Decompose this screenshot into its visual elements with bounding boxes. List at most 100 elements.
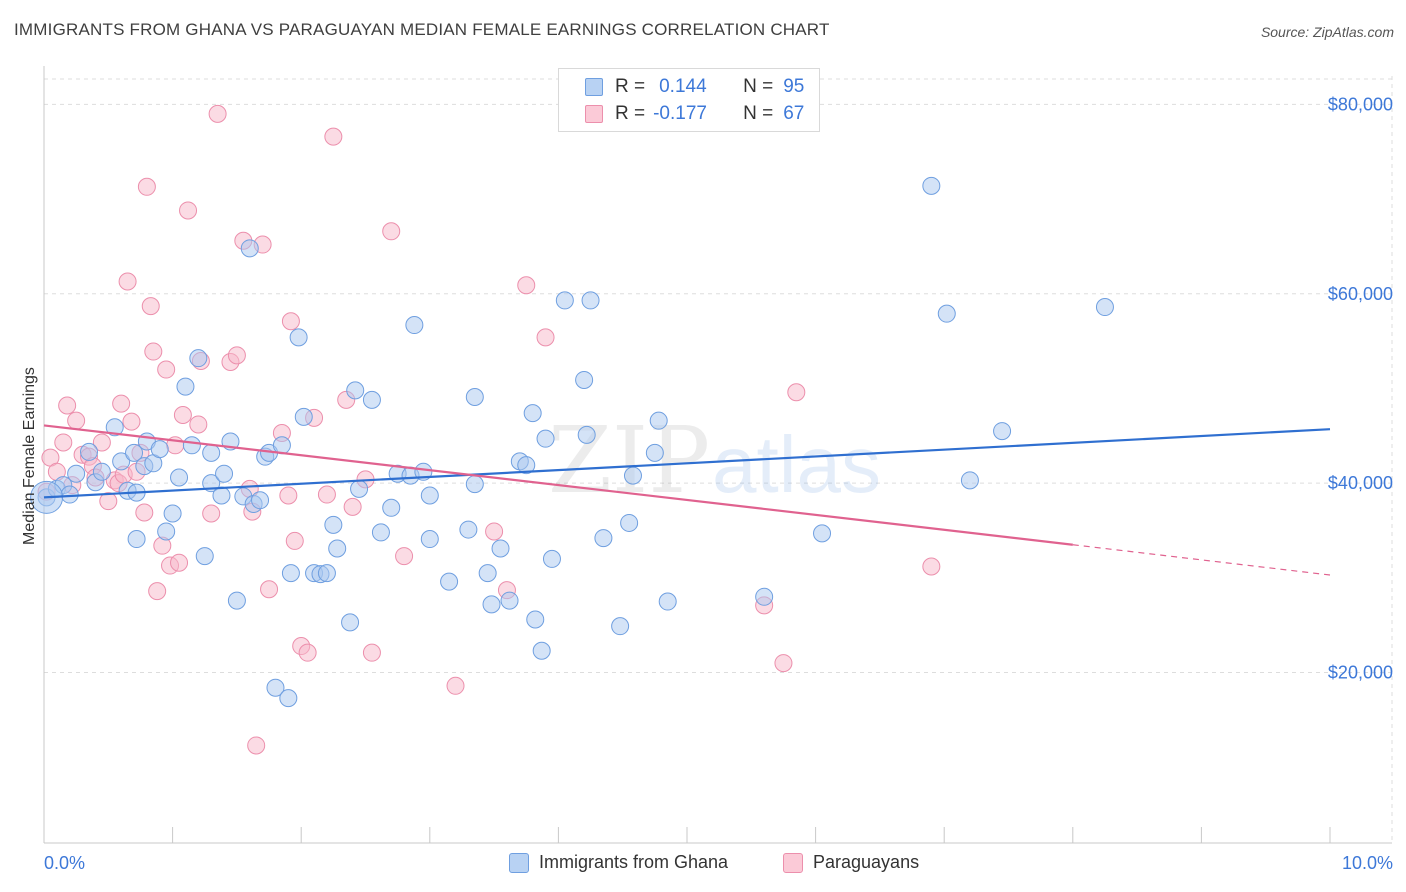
paraguayans-point: [58, 396, 77, 415]
ghana-point: [555, 291, 574, 310]
n-label: N =: [743, 103, 774, 124]
ghana-point: [251, 491, 270, 510]
paraguayans-trend-line: [43, 424, 1073, 546]
ghana-point: [362, 390, 381, 409]
paraguayans-point: [148, 582, 167, 601]
ghana-point: [195, 547, 214, 566]
ghana-point: [266, 678, 285, 697]
ghana-point: [420, 530, 439, 549]
ghana-point: [294, 407, 313, 426]
tick-labels: $20,000 $40,000 $60,000 $80,000 0.0% 10.0%: [44, 94, 1393, 873]
ghana-point: [526, 610, 545, 629]
y-tick-label: $20,000: [1328, 663, 1393, 683]
paraguayans-point: [112, 394, 131, 413]
paraguayans-point: [227, 346, 246, 365]
y-tick-label: $40,000: [1328, 473, 1393, 493]
paraguayans-point: [517, 276, 536, 295]
paraguayans-trend-extension: [1072, 544, 1331, 576]
trend-lines: [43, 424, 1331, 576]
ghana-point: [1095, 298, 1114, 317]
r-value: -0.177: [653, 103, 707, 124]
paraguayans-point: [157, 360, 176, 379]
ghana-point: [623, 466, 642, 485]
ghana-point: [575, 370, 594, 389]
ghana-point: [465, 388, 484, 407]
ghana-point: [960, 471, 979, 490]
paraguayans-point: [382, 222, 401, 241]
ghana-point: [324, 515, 343, 534]
watermark: ZIP atlas: [548, 407, 881, 514]
ghana-point: [465, 475, 484, 494]
ghana-legend-label: Immigrants from Ghana: [539, 852, 729, 872]
ghana-point: [328, 539, 347, 558]
paraguayans-point: [179, 201, 198, 220]
paraguayans-point: [324, 127, 343, 146]
legend-item-ghana: Immigrants from Ghana: [509, 852, 728, 873]
paraguayans-point: [118, 272, 137, 291]
paraguayans-point: [189, 415, 208, 434]
paraguayans-point: [317, 485, 336, 504]
ghana-point: [594, 529, 613, 548]
paraguayans-point: [170, 553, 189, 572]
correlation-legend: R = 0.144 N = 95 R = -0.177 N = 67: [558, 68, 820, 132]
ghana-point: [127, 530, 146, 549]
ghana-point: [536, 429, 555, 448]
ghana-points: [30, 176, 1114, 708]
watermark-zip: ZIP: [548, 407, 710, 514]
ghana-point: [112, 452, 131, 471]
paraguayans-point: [247, 736, 266, 755]
ghana-point: [440, 572, 459, 591]
ghana-point: [125, 443, 144, 462]
ghana-point: [350, 479, 369, 498]
ghana-point: [371, 523, 390, 542]
ghana-point: [993, 422, 1012, 441]
ghana-point: [658, 592, 677, 611]
legend-row-ghana: R = 0.144 N = 95: [585, 75, 804, 99]
ghana-point: [620, 513, 639, 532]
ghana-point: [542, 549, 561, 568]
ghana-point: [581, 291, 600, 310]
r-value: 0.144: [659, 76, 707, 97]
ghana-point: [92, 462, 111, 481]
paraguayans-point: [787, 383, 806, 402]
paraguayans-point: [67, 411, 86, 430]
ghana-point: [227, 591, 246, 610]
paraguayans-point: [343, 497, 362, 516]
paraguayans-point: [99, 492, 118, 511]
ghana-point: [382, 498, 401, 517]
ghana-point: [491, 539, 510, 558]
ghana-point: [500, 591, 519, 610]
ghana-point: [645, 443, 664, 462]
paraguayans-point: [362, 643, 381, 662]
ghana-point: [240, 239, 259, 258]
paraguayans-legend-label: Paraguayans: [813, 852, 920, 872]
y-tick-label: $60,000: [1328, 284, 1393, 304]
paraguayans-point: [485, 522, 504, 541]
paraguayans-legend-swatch: [783, 852, 803, 873]
x-tick-label-max: 10.0%: [1342, 853, 1393, 873]
paraguayans-point: [92, 433, 111, 452]
legend-row-paraguayans: R = -0.177 N = 67: [585, 102, 804, 126]
ghana-point: [150, 440, 169, 459]
paraguayans-point: [173, 405, 192, 424]
ghana-point: [163, 504, 182, 523]
ghana-point: [341, 613, 360, 632]
legend-item-paraguayans: Paraguayans: [783, 852, 919, 873]
ghana-point: [755, 587, 774, 606]
paraguayans-point: [922, 557, 941, 576]
ghana-point: [60, 485, 79, 504]
paraguayans-point: [281, 312, 300, 331]
paraguayans-point: [202, 504, 221, 523]
paraguayans-point: [122, 412, 141, 431]
paraguayans-point: [260, 580, 279, 599]
ghana-point: [478, 564, 497, 583]
ghana-point: [577, 425, 596, 444]
n-label: N =: [743, 76, 774, 97]
paraguayans-point: [141, 297, 160, 316]
r-label: R =: [615, 76, 646, 97]
paraguayans-point: [395, 547, 414, 566]
paraguayans-point: [208, 104, 227, 123]
ghana-point: [202, 443, 221, 462]
ghana-point: [405, 316, 424, 335]
ghana-swatch: [585, 78, 603, 96]
